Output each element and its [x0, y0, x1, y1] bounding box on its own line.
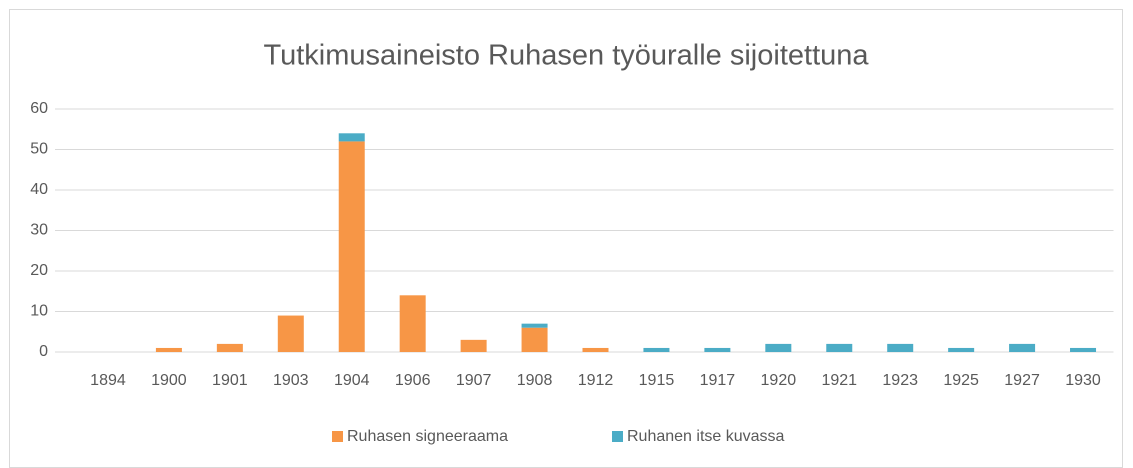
legend-swatch	[332, 431, 343, 442]
chart-title: Tutkimusaineisto Ruhasen työuralle sijoi…	[263, 40, 869, 72]
bar	[887, 343, 914, 352]
chart-border	[9, 9, 1123, 468]
x-tick-label: 1925	[943, 372, 979, 389]
y-tick-label: 50	[30, 141, 48, 158]
bar	[643, 347, 670, 352]
x-tick-label: 1901	[212, 372, 248, 389]
x-tick-label: 1908	[517, 372, 553, 389]
x-tick-label: 1923	[882, 372, 918, 389]
x-tick-label: 1903	[273, 372, 309, 389]
y-tick-label: 0	[39, 343, 48, 360]
x-tick-label: 1921	[821, 372, 857, 389]
x-tick-label: 1912	[578, 372, 614, 389]
y-tick-label: 10	[30, 303, 48, 320]
bar	[1070, 347, 1097, 352]
bar	[521, 323, 548, 328]
x-tick-label: 1900	[151, 372, 187, 389]
bar	[399, 295, 426, 352]
bar	[826, 343, 853, 352]
x-tick-label: 1920	[761, 372, 797, 389]
bar	[338, 133, 365, 142]
x-tick-label: 1907	[456, 372, 492, 389]
bar	[704, 347, 731, 352]
legend-swatch	[612, 431, 623, 442]
x-tick-label: 1904	[334, 372, 370, 389]
bar	[216, 343, 243, 352]
bar	[338, 141, 365, 352]
x-tick-label: 1917	[700, 372, 736, 389]
bar	[155, 347, 182, 352]
bar	[460, 339, 487, 352]
x-tick-label: 1930	[1065, 372, 1101, 389]
x-tick-label: 1927	[1004, 372, 1040, 389]
bar	[582, 347, 609, 352]
bar	[521, 327, 548, 352]
legend-label: Ruhanen itse kuvassa	[627, 428, 785, 445]
x-tick-label: 1906	[395, 372, 431, 389]
y-tick-label: 40	[30, 181, 48, 198]
x-tick-label: 1915	[639, 372, 675, 389]
bar	[765, 343, 792, 352]
x-tick-label: 1894	[90, 372, 126, 389]
y-tick-label: 60	[30, 100, 48, 117]
bar	[948, 347, 975, 352]
legend-label: Ruhasen signeeraama	[347, 428, 508, 445]
bar	[1009, 343, 1036, 352]
y-tick-label: 20	[30, 262, 48, 279]
y-tick-label: 30	[30, 222, 48, 239]
bar	[277, 315, 304, 352]
